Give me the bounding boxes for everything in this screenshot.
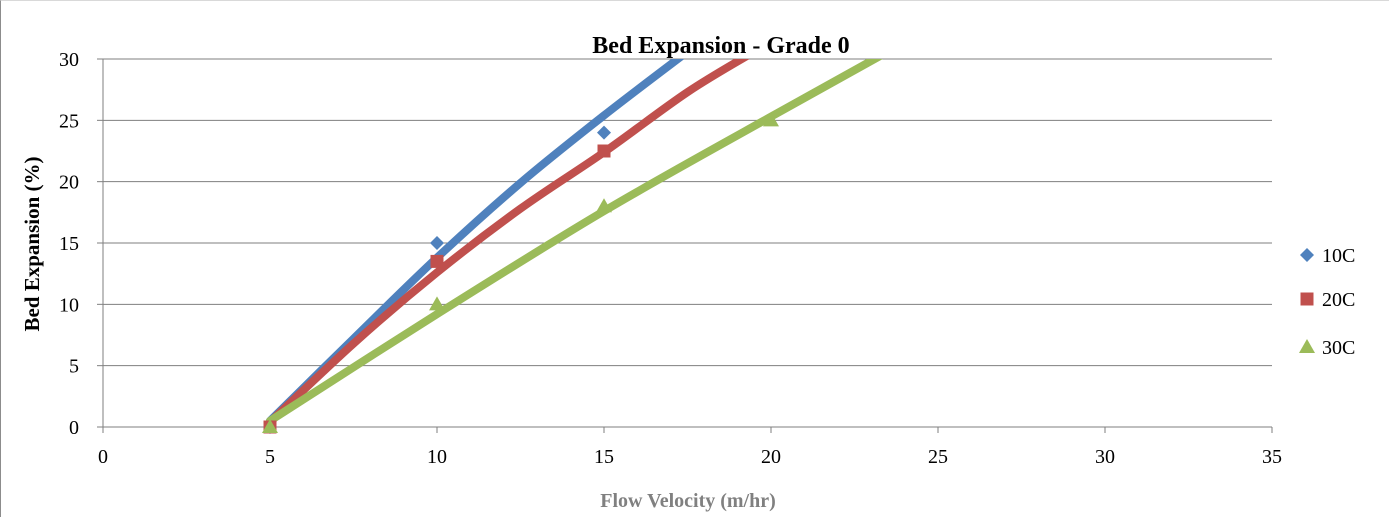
data-point-30C [429, 296, 445, 311]
x-tick-label: 30 [1095, 446, 1115, 468]
y-tick-label: 30 [59, 49, 79, 71]
y-tick-label: 25 [59, 110, 79, 132]
x-tick-label: 25 [928, 446, 948, 468]
x-tick-label: 20 [761, 446, 781, 468]
trendline-30C [266, 59, 883, 425]
y-tick-label: 20 [59, 172, 79, 194]
x-tick-label: 15 [594, 446, 614, 468]
legend-marker-10C [1300, 248, 1314, 262]
x-tick-label: 10 [427, 446, 447, 468]
x-tick-label: 5 [265, 446, 275, 468]
y-tick-label: 15 [59, 233, 79, 255]
y-axis-title: Bed Expansion (%) [20, 156, 44, 331]
data-point-30C [763, 112, 779, 127]
axes [97, 58, 1273, 433]
legend-marker-20C [1300, 292, 1314, 306]
chart-title: Bed Expansion - Grade 0 [592, 33, 849, 59]
data-point-20C [430, 254, 444, 268]
data-point-10C [597, 125, 611, 140]
trendline-20C [266, 59, 750, 427]
y-tick-label: 5 [69, 356, 79, 378]
x-tick-label: 0 [98, 446, 108, 468]
data-point-10C [430, 236, 444, 250]
y-tick-label: 10 [59, 294, 79, 316]
x-tick-label: 35 [1262, 446, 1282, 468]
legend-label-30C: 30C [1322, 337, 1355, 359]
data-point-30C [262, 419, 278, 433]
legend-marker-30C [1299, 339, 1315, 353]
tick-labels: 0 5 10 15 20 25 30 0 5 10 15 20 25 30 35 [59, 49, 1282, 468]
legend-label-20C: 20C [1322, 289, 1355, 311]
trendlines [266, 59, 883, 427]
legend: 10C 20C 30C [1299, 245, 1355, 359]
gridlines [103, 58, 1272, 367]
x-axis-title: Flow Velocity (m/hr) [600, 490, 776, 512]
y-tick-label: 0 [69, 417, 79, 439]
data-point-20C [597, 144, 611, 158]
data-point-30C [596, 198, 612, 213]
data-markers [262, 112, 779, 434]
legend-label-10C: 10C [1322, 245, 1355, 267]
